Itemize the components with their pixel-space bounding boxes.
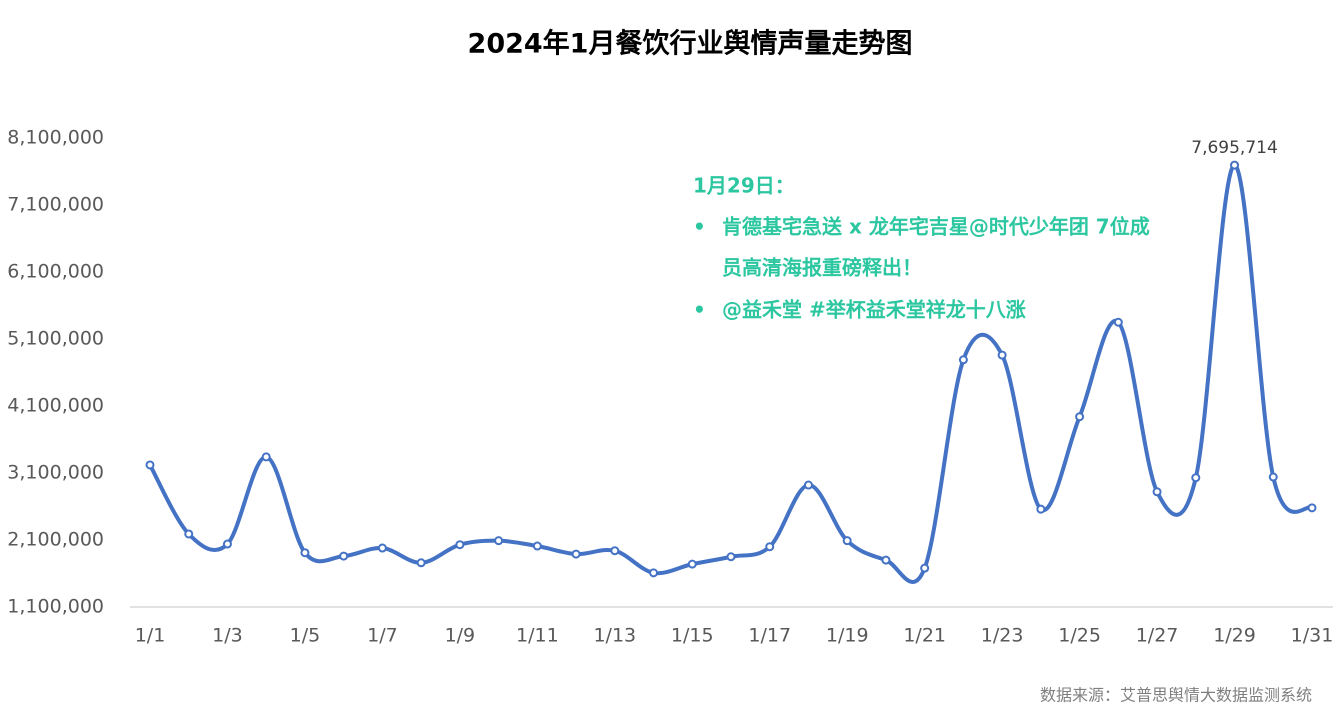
point bbox=[1152, 487, 1162, 497]
source: 数据来源：艾普思舆情大数据监测系统 bbox=[1040, 686, 1312, 705]
x-tick-label: 1/11 bbox=[516, 625, 559, 647]
point bbox=[1075, 412, 1085, 422]
x-tick-label: 1/29 bbox=[1213, 625, 1256, 647]
point bbox=[920, 563, 930, 573]
y-tick-label: 7,100,000 bbox=[7, 194, 104, 216]
point bbox=[958, 355, 968, 365]
y-tick-label: 6,100,000 bbox=[7, 261, 104, 283]
bullet: • bbox=[693, 215, 706, 239]
point bbox=[1191, 473, 1201, 483]
point bbox=[765, 542, 775, 552]
x-tick-label: 1/15 bbox=[671, 625, 714, 647]
point bbox=[494, 536, 504, 546]
point bbox=[532, 541, 542, 551]
x-tick-label: 1/27 bbox=[1136, 625, 1179, 647]
point bbox=[339, 551, 349, 561]
point bbox=[571, 549, 581, 559]
point bbox=[649, 568, 659, 578]
annotation-text: @益禾堂 #举杯益禾堂祥龙十八涨 bbox=[722, 298, 1026, 322]
point bbox=[455, 540, 465, 550]
line bbox=[148, 163, 1314, 584]
point bbox=[803, 480, 813, 490]
x-tick-label: 1/17 bbox=[748, 625, 791, 647]
point bbox=[1036, 504, 1046, 514]
x-tick-label: 1/7 bbox=[367, 625, 398, 647]
point bbox=[997, 350, 1007, 360]
point bbox=[1113, 317, 1123, 327]
y-tick-label: 1,100,000 bbox=[7, 596, 104, 618]
point bbox=[145, 460, 155, 470]
x-tick-label: 1/25 bbox=[1058, 625, 1101, 647]
annotation-title: 1月29日： bbox=[693, 174, 795, 198]
x-tick-label: 1/9 bbox=[445, 625, 476, 647]
point bbox=[842, 536, 852, 546]
annotation-text: 员高清海报重磅释出！ bbox=[722, 256, 922, 280]
point bbox=[300, 548, 310, 558]
x-tick-label: 1/21 bbox=[903, 625, 946, 647]
y-tick-label: 8,100,000 bbox=[7, 127, 104, 149]
point bbox=[377, 543, 387, 553]
point bbox=[1230, 160, 1240, 170]
x-tick-label: 1/31 bbox=[1291, 625, 1333, 647]
y-tick-label: 4,100,000 bbox=[7, 395, 104, 417]
annotation-text: 肯德基宅急送 x 龙年宅吉星@时代少年团 7位成 bbox=[722, 215, 1150, 239]
point bbox=[261, 452, 271, 462]
point bbox=[184, 529, 194, 539]
point bbox=[610, 546, 620, 556]
bullet: • bbox=[693, 298, 706, 322]
data-label: 7,695,714 bbox=[1191, 138, 1278, 158]
x-tick-label: 1/19 bbox=[826, 625, 869, 647]
point bbox=[416, 558, 426, 568]
point bbox=[222, 539, 232, 549]
point bbox=[726, 552, 736, 562]
y-tick-label: 2,100,000 bbox=[7, 529, 104, 551]
x-tick-label: 1/3 bbox=[212, 625, 243, 647]
x-tick-label: 1/5 bbox=[290, 625, 321, 647]
point bbox=[1268, 472, 1278, 482]
point bbox=[1307, 503, 1317, 513]
point bbox=[881, 555, 891, 565]
point bbox=[687, 559, 697, 569]
y-tick-label: 3,100,000 bbox=[7, 462, 104, 484]
x-tick-label: 1/1 bbox=[135, 625, 166, 647]
y-tick-label: 5,100,000 bbox=[7, 328, 104, 350]
x-tick-label: 1/23 bbox=[981, 625, 1024, 647]
x-tick-label: 1/13 bbox=[593, 625, 636, 647]
chart-title: 2024年1月餐饮行业舆情声量走势图 bbox=[468, 28, 913, 60]
